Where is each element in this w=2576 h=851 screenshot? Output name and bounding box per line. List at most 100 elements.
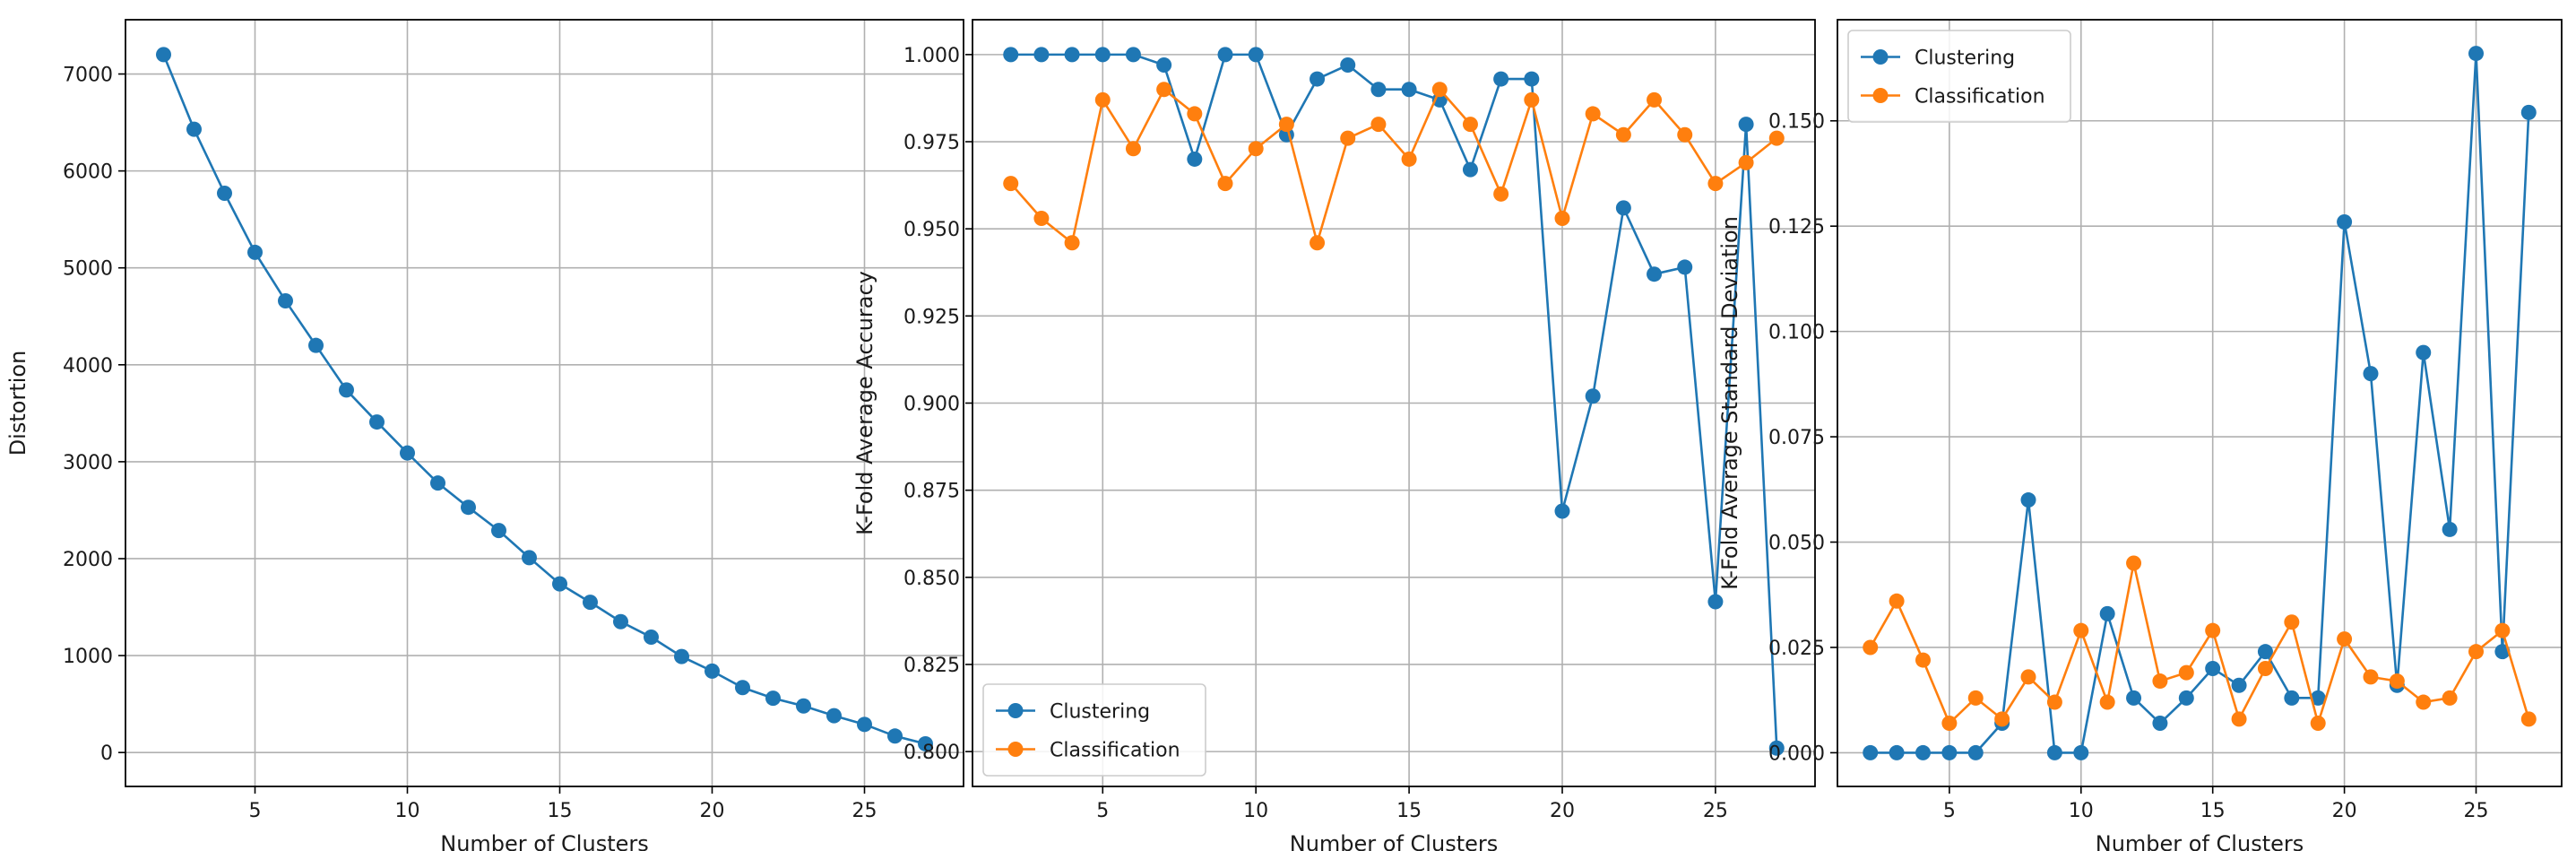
classification-point xyxy=(1707,176,1724,192)
clustering-point xyxy=(2020,492,2036,508)
y-tick-label: 0.100 xyxy=(1768,322,1825,344)
y-tick-label: 0.800 xyxy=(903,742,960,764)
clustering-point xyxy=(1915,744,1931,760)
series-point xyxy=(247,244,263,260)
classification-point xyxy=(1431,82,1448,98)
classification-point xyxy=(1889,593,1905,609)
clustering-point xyxy=(1003,47,1019,63)
panel-std-deviation-frame xyxy=(1837,19,2563,787)
clustering-point xyxy=(1248,47,1264,63)
classification-point xyxy=(1125,141,1141,157)
panel-accuracy-ticks: 5 10 15 20 25 0.800 0.825 0.850 0.875 0.900 0.925 0… xyxy=(903,45,1728,822)
clustering-point xyxy=(2520,104,2537,120)
classification-point xyxy=(2416,694,2432,710)
panel-distortion: Number of Clusters Distortion 5 10 15 20 25 0… xyxy=(5,19,964,851)
panel-std-deviation-clustering-series xyxy=(1863,46,2537,760)
classification-point xyxy=(2363,669,2379,685)
classification-point xyxy=(1094,91,1111,108)
clustering-point xyxy=(1677,259,1693,275)
panel-std-deviation-classification-series xyxy=(1863,555,2537,732)
series-point xyxy=(857,716,872,733)
y-tick-label: 0.150 xyxy=(1768,111,1825,134)
series-point xyxy=(461,499,476,516)
classification-point xyxy=(1493,186,1509,202)
series-point xyxy=(735,680,750,696)
clustering-point xyxy=(1863,744,1879,760)
series-point xyxy=(644,630,659,646)
y-tick-label: 0.125 xyxy=(1768,216,1825,239)
x-tick-label: 5 xyxy=(1096,800,1109,822)
x-tick-label: 15 xyxy=(548,800,573,822)
panel-std-deviation-grid xyxy=(1837,20,2562,786)
series-point xyxy=(430,475,445,491)
x-tick-label: 20 xyxy=(1550,800,1575,822)
clustering-point xyxy=(2178,690,2194,706)
clustering-point xyxy=(2099,605,2115,621)
classification-point xyxy=(2468,644,2485,660)
classification-point xyxy=(1187,106,1203,122)
legend-label: Classification xyxy=(1050,740,1180,762)
classification-point xyxy=(2310,716,2326,732)
classification-point xyxy=(2046,694,2062,710)
classification-point xyxy=(1340,130,1356,146)
clustering-point xyxy=(2205,660,2221,676)
y-tick-label: 0.875 xyxy=(903,481,960,503)
clustering-point xyxy=(2363,366,2379,382)
x-tick-label: 20 xyxy=(700,800,725,822)
classification-point xyxy=(1248,141,1264,157)
classification-point xyxy=(1915,652,1931,668)
clustering-point xyxy=(1033,47,1050,63)
clustering-point xyxy=(1615,200,1631,216)
classification-point xyxy=(1863,639,1879,656)
classification-point xyxy=(2231,711,2247,727)
series-point xyxy=(156,47,171,63)
classification-point xyxy=(1401,151,1417,167)
classification-point xyxy=(2205,622,2221,638)
clustering-point xyxy=(1462,161,1478,178)
panel-distortion-ticks: 5 10 15 20 25 0 1000 2000 3000 4000 5000 6000 7000 xyxy=(63,65,877,822)
y-tick-label: 4000 xyxy=(63,355,113,378)
classification-point xyxy=(2073,622,2089,638)
classification-point xyxy=(2494,622,2511,638)
clustering-point xyxy=(1967,744,1984,760)
y-tick-label: 3000 xyxy=(63,452,113,474)
classification-point xyxy=(1615,126,1631,143)
clustering-point xyxy=(1094,47,1111,63)
classification-point xyxy=(2126,555,2142,571)
clustering-point xyxy=(2126,690,2142,706)
classification-point xyxy=(2389,673,2405,690)
y-tick-label: 0.925 xyxy=(903,306,960,328)
clustering-point xyxy=(2442,521,2458,537)
classification-point xyxy=(1585,106,1601,122)
classification-point xyxy=(1217,176,1233,192)
clustering-point xyxy=(2310,690,2326,706)
clustering-point xyxy=(2337,213,2353,230)
classification-point xyxy=(2257,660,2273,676)
panel-distortion-grid xyxy=(125,20,964,786)
y-tick-label: 1000 xyxy=(63,646,113,668)
clustering-point xyxy=(1585,388,1601,404)
classification-point xyxy=(1064,235,1080,251)
y-tick-label: 0.025 xyxy=(1768,638,1825,660)
series-point xyxy=(308,337,324,353)
x-tick-label: 15 xyxy=(2200,800,2226,822)
y-tick-label: 0 xyxy=(100,742,113,765)
panel-distortion-xlabel: Number of Clusters xyxy=(440,831,649,851)
classification-point xyxy=(1647,91,1663,108)
classification-point xyxy=(1003,176,1019,192)
series-point xyxy=(186,121,202,137)
classification-point xyxy=(2520,711,2537,727)
panel-std-deviation-ylabel: K-Fold Average Standard Deviation xyxy=(1717,216,1742,590)
clustering-point xyxy=(2152,716,2168,732)
y-tick-label: 2000 xyxy=(63,549,113,571)
clustering-point xyxy=(2257,644,2273,660)
series-point xyxy=(887,728,903,744)
clustering-point xyxy=(1768,740,1785,756)
y-tick-label: 1.000 xyxy=(903,45,960,67)
series-point xyxy=(613,613,628,630)
series-point xyxy=(674,648,689,664)
panel-distortion-series-series xyxy=(156,47,933,751)
x-tick-label: 10 xyxy=(2069,800,2094,822)
series-point xyxy=(583,595,598,611)
clustering-point xyxy=(2416,344,2432,360)
